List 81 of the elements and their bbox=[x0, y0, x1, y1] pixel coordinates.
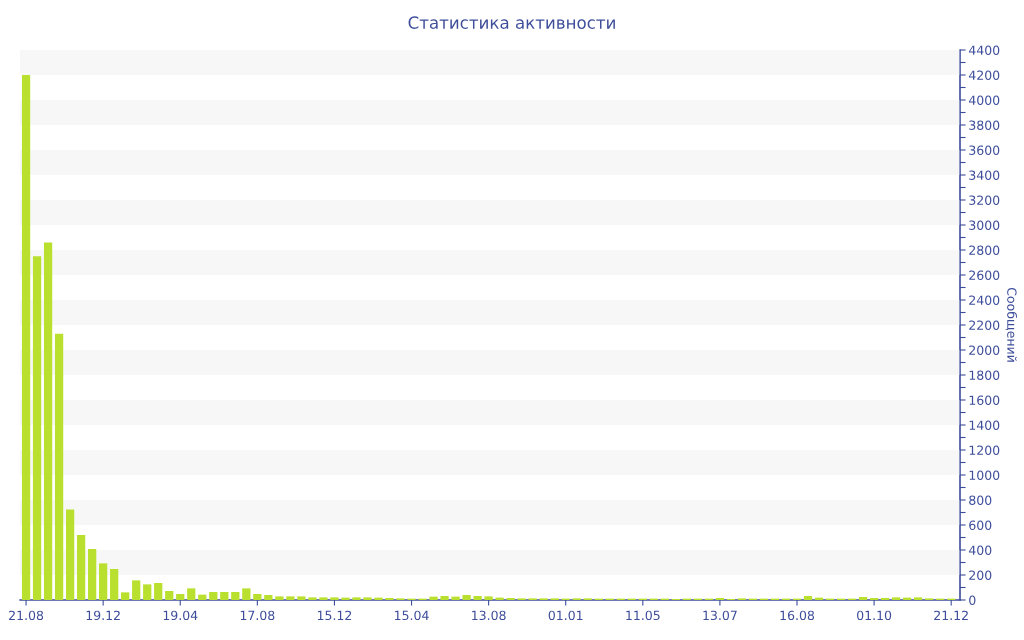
x-tick-label: 21.12 bbox=[934, 610, 968, 620]
y2-tick-label: 4000 bbox=[968, 95, 1000, 105]
bar bbox=[187, 588, 196, 600]
x-tick-label: 11.05 bbox=[626, 610, 660, 621]
y2-tick-label: 1800 bbox=[969, 370, 1000, 380]
y2-tick-label: 200 bbox=[969, 570, 992, 580]
x-tick-label: 01.10 bbox=[857, 610, 892, 621]
y2-tick-label: 2400 bbox=[969, 295, 1000, 305]
x-tick-label: 21.08 bbox=[9, 610, 44, 621]
bar bbox=[319, 597, 328, 600]
bar bbox=[891, 597, 901, 600]
bar bbox=[330, 597, 339, 600]
bar bbox=[242, 588, 251, 600]
bar bbox=[165, 591, 174, 600]
x-tick-label: 13.08 bbox=[472, 610, 506, 621]
bar bbox=[21, 75, 31, 600]
y2-tick-label: 1600 bbox=[969, 395, 1000, 405]
y2-tick-label: 2000 bbox=[969, 345, 1000, 355]
bar bbox=[132, 580, 141, 600]
y2-tick-label: 3000 bbox=[969, 220, 1000, 230]
x-tick-label: 16.08 bbox=[780, 610, 815, 621]
bar bbox=[308, 597, 317, 600]
bar bbox=[198, 594, 207, 600]
x-tick-label: 15.12 bbox=[317, 610, 352, 621]
x-tick-label: 15.04 bbox=[395, 610, 429, 621]
y2-tick-label: 3200 bbox=[969, 195, 1000, 205]
bar bbox=[220, 592, 229, 600]
bar bbox=[54, 333, 64, 600]
y2-tick-label: 4200 bbox=[968, 70, 1000, 80]
y2-tick-label: 4400 bbox=[968, 45, 1000, 55]
x-tick-label: 01.01 bbox=[548, 610, 583, 621]
bar bbox=[231, 592, 240, 600]
bar bbox=[858, 597, 868, 600]
bar bbox=[88, 549, 97, 600]
y2-tick-label: 1400 bbox=[969, 420, 1000, 430]
y2-tick-label: 2600 bbox=[969, 270, 1000, 280]
bar bbox=[363, 597, 372, 600]
bar bbox=[914, 597, 923, 600]
y2-tick-label: 800 bbox=[969, 495, 992, 505]
bar bbox=[76, 535, 86, 600]
bar bbox=[154, 583, 163, 600]
bar bbox=[99, 563, 108, 600]
bar bbox=[143, 584, 152, 600]
bar bbox=[462, 595, 471, 600]
bar bbox=[110, 569, 119, 600]
chart-title: Статистика активности bbox=[408, 16, 615, 29]
bar bbox=[32, 256, 42, 600]
bar bbox=[374, 597, 383, 600]
y2-tick-label: 600 bbox=[969, 520, 992, 530]
bar bbox=[440, 596, 449, 600]
x-tick-label: 13.07 bbox=[703, 610, 737, 621]
x-tick-label: 17.08 bbox=[240, 610, 275, 621]
y2-tick-label: 3600 bbox=[969, 145, 1000, 155]
bar bbox=[429, 596, 438, 600]
bar bbox=[43, 242, 53, 600]
bar bbox=[803, 596, 813, 600]
bar bbox=[341, 597, 350, 600]
bar bbox=[352, 597, 361, 600]
y2-tick-label: 2800 bbox=[969, 245, 1000, 255]
bar bbox=[176, 594, 185, 600]
bar bbox=[451, 596, 460, 600]
y2-tick-label: 1000 bbox=[969, 470, 1000, 480]
bar bbox=[209, 592, 218, 600]
y2-tick-label: 1200 bbox=[969, 445, 1000, 455]
bar bbox=[121, 592, 130, 600]
y2-tick-label: 0 bbox=[969, 595, 976, 605]
bar bbox=[264, 595, 273, 600]
y2-tick-label: 2200 bbox=[969, 320, 1000, 330]
bar bbox=[253, 594, 262, 600]
bar bbox=[473, 596, 482, 600]
y2-tick-label: 3400 bbox=[969, 170, 1000, 180]
bar bbox=[484, 596, 493, 600]
bar bbox=[275, 596, 284, 600]
x-tick-label: 19.04 bbox=[163, 610, 198, 621]
bar bbox=[286, 596, 295, 600]
y2-tick-label: 400 bbox=[968, 545, 992, 555]
y2-tick-label: 3800 bbox=[969, 120, 1000, 130]
bar bbox=[65, 509, 75, 600]
x-tick-label: 19.12 bbox=[86, 610, 120, 621]
bar bbox=[297, 596, 306, 600]
y2-axis-title: Сообщений bbox=[1005, 287, 1018, 362]
